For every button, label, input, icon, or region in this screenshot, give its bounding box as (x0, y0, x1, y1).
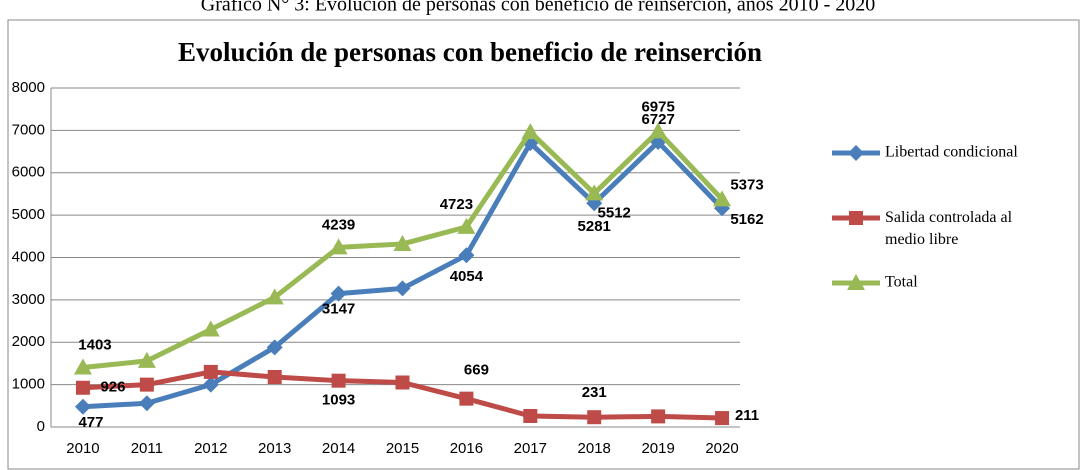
marker (394, 280, 411, 297)
x-tick-label: 2010 (66, 440, 99, 457)
marker (74, 398, 91, 415)
y-tick-label: 4000 (12, 248, 45, 265)
y-tick-label: 1000 (12, 376, 45, 393)
data-label: 1093 (322, 392, 355, 409)
marker (203, 364, 218, 379)
marker (73, 358, 92, 375)
marker (329, 238, 348, 255)
y-tick-label: 3000 (12, 291, 45, 308)
data-label: 1403 (78, 337, 111, 354)
marker (265, 288, 284, 305)
marker (649, 122, 668, 139)
legend-label: Salida controlada al medio libre (885, 209, 1013, 248)
x-tick-label: 2019 (641, 440, 674, 457)
data-label: 4723 (440, 196, 473, 213)
data-label: 477 (78, 414, 103, 431)
legend-label: Total (885, 274, 918, 291)
caption: Gráfico N° 3: Evolución de personas con … (201, 0, 875, 16)
data-label: 5281 (578, 218, 611, 235)
marker (458, 247, 475, 264)
x-tick-label: 2014 (322, 440, 355, 457)
legend-marker (849, 211, 863, 225)
data-label: 669 (464, 362, 489, 379)
legend-marker (848, 145, 864, 161)
marker (457, 217, 476, 234)
y-tick-label: 7000 (12, 121, 45, 138)
marker (330, 285, 347, 302)
legend-marker (847, 274, 865, 290)
x-tick-label: 2020 (705, 440, 738, 457)
x-tick-label: 2016 (450, 440, 483, 457)
data-label: 5162 (730, 211, 763, 228)
marker (331, 373, 346, 388)
y-tick-label: 8000 (12, 79, 45, 96)
marker (267, 369, 282, 384)
x-tick-label: 2013 (258, 440, 291, 457)
x-tick-label: 2018 (578, 440, 611, 457)
data-label: 5512 (598, 204, 631, 221)
x-tick-label: 2017 (514, 440, 547, 457)
y-tick-label: 5000 (12, 206, 45, 223)
marker (201, 320, 220, 337)
data-label: 211 (735, 407, 759, 424)
data-label: 6727 (641, 111, 674, 128)
data-label: 4239 (322, 216, 355, 233)
y-tick-label: 0 (37, 418, 45, 435)
marker (395, 375, 410, 390)
marker (138, 395, 155, 412)
marker (585, 184, 604, 201)
marker (713, 190, 732, 207)
marker (587, 410, 602, 425)
data-label: 231 (582, 384, 607, 401)
marker (715, 411, 730, 426)
marker (202, 376, 219, 393)
marker (459, 391, 474, 406)
chart-title: Evolución de personas con beneficio de r… (178, 37, 762, 67)
data-label: 4054 (450, 268, 484, 285)
x-tick-label: 2011 (131, 440, 163, 457)
data-label: 5373 (730, 176, 763, 193)
legend-label: Libertad condicional (885, 144, 1018, 161)
marker (75, 380, 90, 395)
y-tick-label: 6000 (12, 164, 45, 181)
x-tick-label: 2012 (194, 440, 227, 457)
marker (266, 339, 283, 356)
x-tick-label: 2015 (386, 440, 419, 457)
marker (521, 123, 540, 140)
data-label: 3147 (322, 301, 355, 318)
y-tick-label: 2000 (12, 333, 45, 350)
marker (393, 234, 412, 251)
marker (651, 409, 666, 424)
marker (137, 351, 156, 368)
marker (523, 408, 538, 423)
data-label: 926 (100, 379, 125, 396)
marker (139, 377, 154, 392)
data-label: 6975 (641, 98, 674, 115)
